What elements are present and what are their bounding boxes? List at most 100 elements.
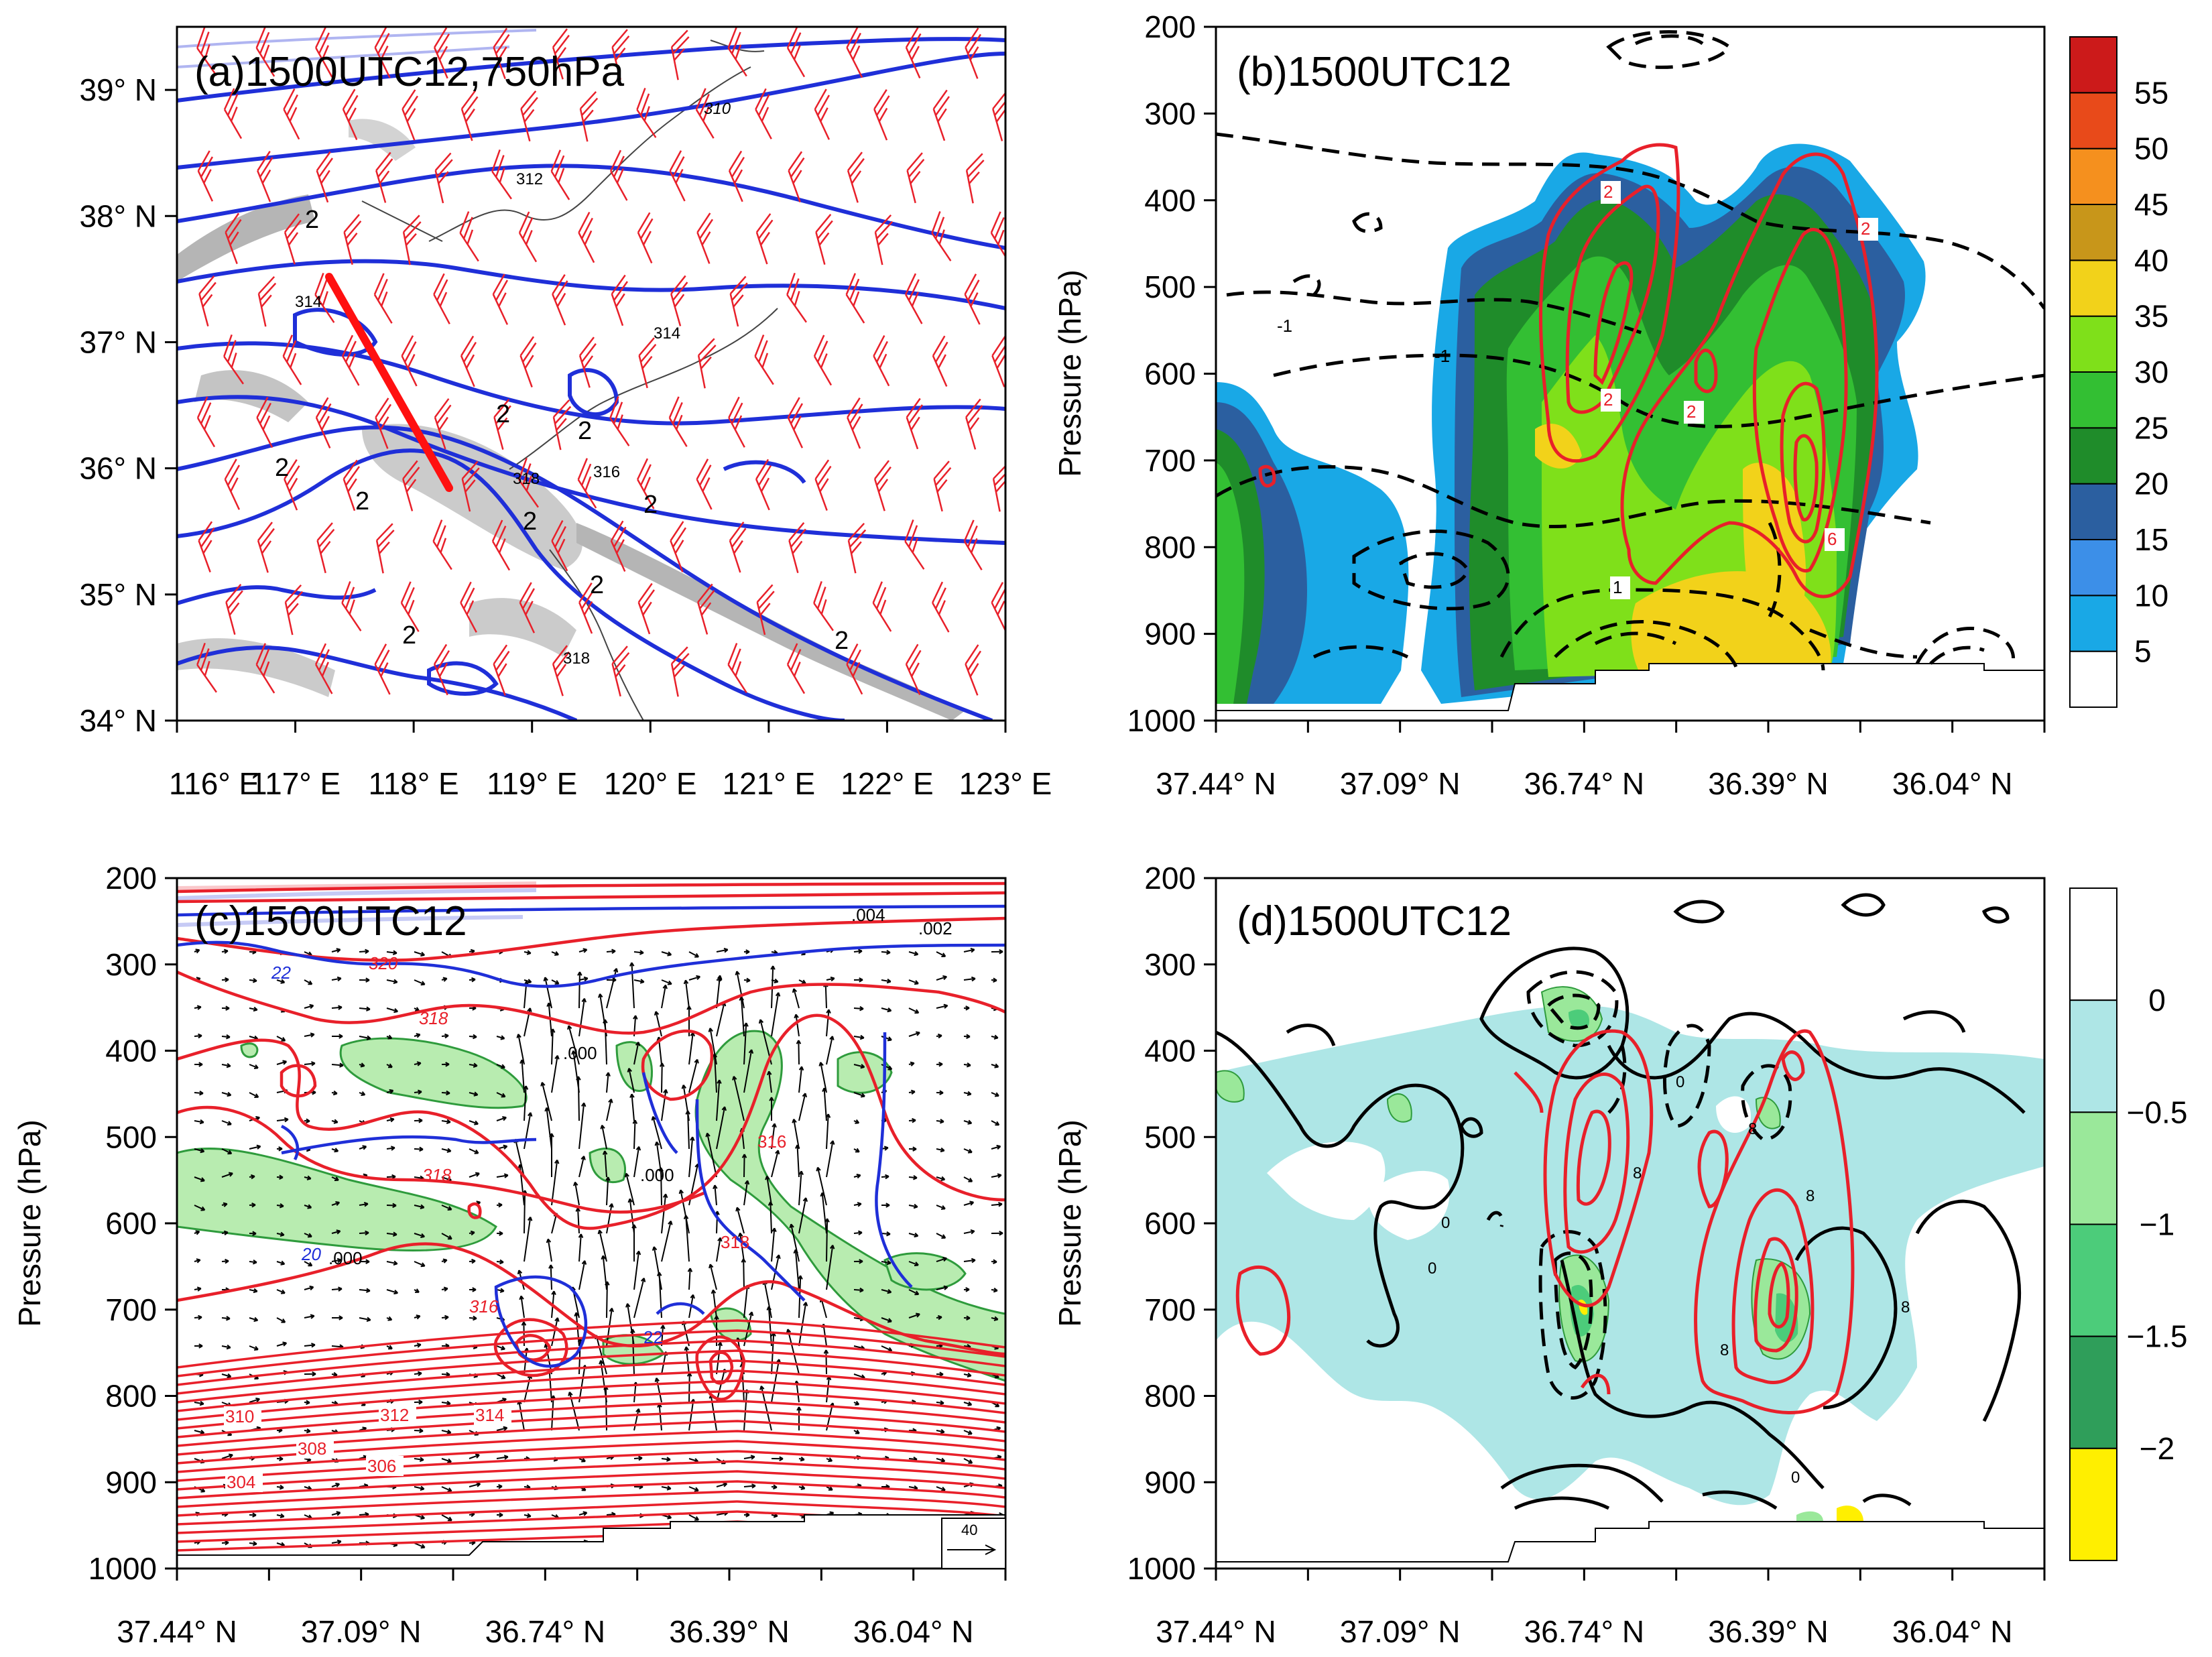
wind-vector <box>496 1484 503 1489</box>
colorbar-box <box>2069 1447 2117 1561</box>
wind-barb <box>992 461 1005 512</box>
colorbar-box <box>2069 259 2117 317</box>
wind-vector <box>853 1005 864 1011</box>
x-tick-label: 123° E <box>959 766 1052 801</box>
wind-vector <box>991 1316 999 1321</box>
wind-vector <box>826 1140 835 1178</box>
contour-label: 8 <box>1720 1341 1729 1359</box>
wind-vector <box>661 951 672 957</box>
wind-vector <box>578 1457 586 1463</box>
wind-vector <box>496 1173 509 1178</box>
wind-vector <box>331 1201 341 1207</box>
wind-vector <box>194 1400 204 1406</box>
wind-vector <box>577 971 582 1009</box>
wind-vector <box>908 1312 920 1318</box>
wind-vector <box>469 1034 477 1040</box>
wind-vector <box>881 1036 892 1042</box>
contour-label: 316 <box>469 1296 499 1316</box>
wind-vector <box>441 1486 452 1492</box>
contour-label: 6 <box>1827 529 1837 549</box>
wind-barb <box>755 213 774 265</box>
wind-barb <box>434 398 452 450</box>
y-tick-label: 700 <box>1144 443 1196 478</box>
wind-vector <box>524 979 532 984</box>
wind-vector <box>414 1117 423 1123</box>
contour-label: 8 <box>1748 1120 1757 1138</box>
wind-vector <box>688 1136 695 1178</box>
contour-label: 2 <box>578 417 592 445</box>
wind-vector <box>386 1117 395 1123</box>
wind-vector <box>194 1343 203 1349</box>
wind-barb <box>637 458 655 509</box>
wind-vector <box>963 1176 973 1182</box>
wind-vector <box>651 1116 662 1150</box>
wind-vector <box>936 951 946 957</box>
wind-vector <box>853 1400 860 1406</box>
wind-vector <box>249 1288 258 1294</box>
wind-vector <box>496 1035 505 1040</box>
wind-vector <box>629 1093 635 1121</box>
surface-contour <box>177 1490 1005 1517</box>
wind-barb <box>638 337 657 389</box>
wind-vector <box>496 1092 506 1098</box>
wind-barb <box>225 212 242 265</box>
wind-vector <box>194 1230 200 1235</box>
wind-barb <box>343 459 360 511</box>
contour-label: 310 <box>704 100 731 118</box>
wind-barb <box>255 643 275 694</box>
wind-barb <box>788 151 805 203</box>
wind-barb <box>518 211 538 263</box>
wind-vector <box>414 1314 421 1320</box>
wind-vector <box>716 1237 723 1262</box>
wind-vector <box>705 1132 717 1178</box>
y-tick-label: 800 <box>105 1379 157 1414</box>
wind-barb <box>402 214 422 265</box>
wind-vector <box>331 1483 341 1488</box>
wind-vector <box>822 1087 827 1121</box>
contour-label: 2 <box>305 206 319 234</box>
wind-vector <box>441 1233 452 1240</box>
wind-vector <box>221 1453 233 1459</box>
wind-vector <box>963 1229 975 1235</box>
wind-vector <box>276 1146 283 1152</box>
colorbar-box <box>2069 1335 2117 1449</box>
wind-vector <box>881 978 892 984</box>
wind-vector <box>469 1287 477 1292</box>
wind-vector <box>331 948 341 953</box>
wind-vector <box>991 1063 999 1068</box>
wind-vector <box>826 1245 835 1290</box>
wind-vector <box>678 1189 690 1234</box>
wind-vector <box>304 1061 316 1066</box>
wind-vector <box>963 1257 976 1264</box>
wind-vector <box>304 979 313 985</box>
wind-barb <box>755 458 772 511</box>
wind-barb <box>341 581 362 631</box>
wind-vector <box>249 1397 260 1403</box>
contour-label: 314 <box>295 293 322 311</box>
wind-vector <box>735 971 745 1009</box>
wind-vector <box>304 1371 316 1377</box>
wind-vector <box>386 1260 398 1266</box>
colorbar-label: −0.5 <box>2127 1095 2188 1129</box>
contour-label: 308 <box>298 1438 326 1459</box>
wind-barb <box>491 519 511 571</box>
wind-vector <box>331 976 342 982</box>
wind-barb <box>847 151 865 203</box>
wind-vector <box>908 1061 915 1066</box>
wind-vector <box>414 1233 425 1239</box>
wind-barb <box>373 273 393 324</box>
surface-contour <box>177 1359 1005 1404</box>
colorbar-label: 50 <box>2134 131 2168 166</box>
panel-b-dashed-contours <box>1216 30 2044 671</box>
wind-vector <box>853 1092 865 1098</box>
wind-barb <box>637 582 655 635</box>
colorbar-label: 30 <box>2134 355 2168 389</box>
wind-vector <box>386 1316 393 1321</box>
wind-vector <box>221 1230 229 1236</box>
wind-barb <box>518 457 539 508</box>
contour-label: 2 <box>835 627 849 655</box>
wind-vector <box>881 1260 892 1266</box>
y-tick-label: 500 <box>1144 269 1196 304</box>
wind-vector <box>606 948 616 955</box>
y-tick-label: 36° N <box>79 451 157 486</box>
